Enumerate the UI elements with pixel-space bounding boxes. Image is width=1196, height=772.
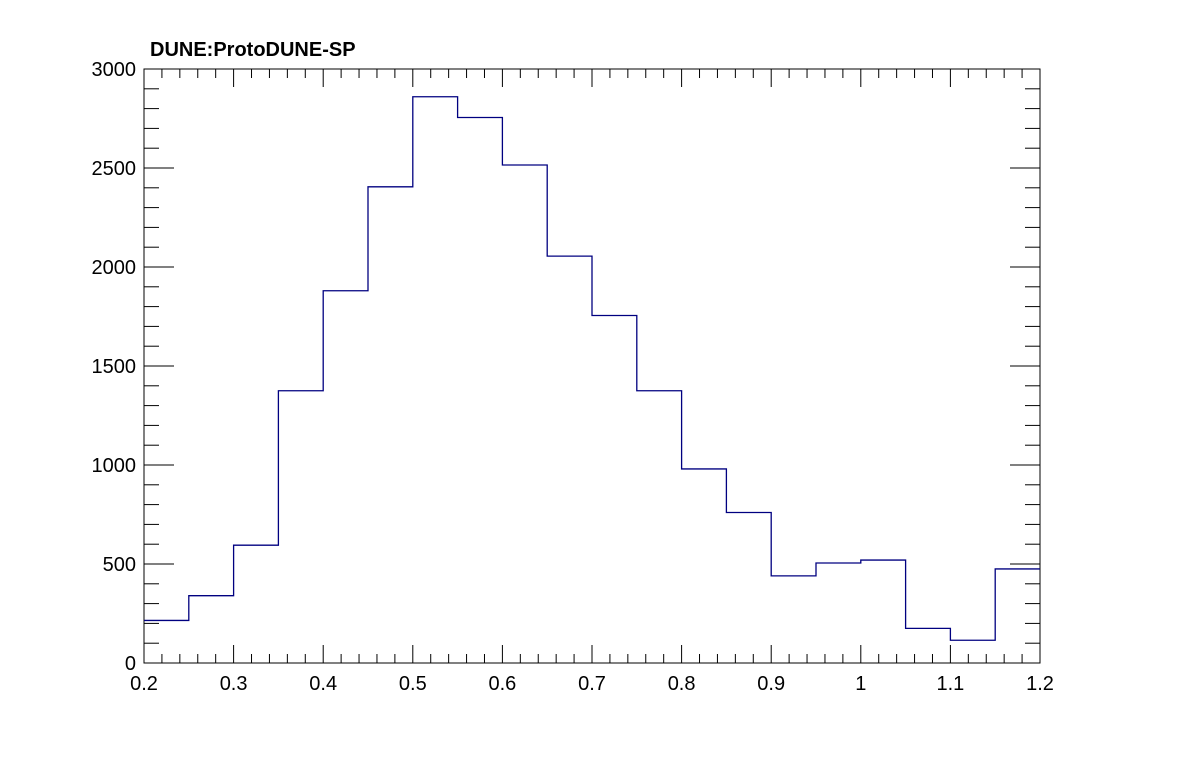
x-tick-label: 0.3 (220, 673, 248, 695)
y-tick-label: 1000 (92, 455, 137, 477)
histogram-bin (368, 187, 413, 663)
histogram-bin (413, 97, 458, 663)
x-tick-label: 0.5 (399, 673, 427, 695)
histogram-bin (234, 545, 279, 663)
y-tick-label: 2000 (92, 257, 137, 279)
chart-title: DUNE:ProtoDUNE-SP (150, 39, 356, 61)
x-tick-label: 0.9 (757, 673, 785, 695)
x-tick-label: 1.2 (1026, 673, 1054, 695)
histogram-bin (682, 469, 727, 663)
x-tick-label: 0.6 (488, 673, 516, 695)
axis-ticks (143, 68, 1041, 664)
histogram-bin (861, 560, 906, 663)
x-tick-label: 0.8 (668, 673, 696, 695)
histogram-outline (144, 96, 1040, 641)
histogram-bin (502, 165, 547, 663)
histogram-bin (995, 569, 1040, 663)
histogram-bin (189, 596, 234, 663)
x-tick-label: 0.2 (130, 673, 158, 695)
y-tick-label: 500 (103, 554, 136, 576)
histogram-bin (323, 291, 368, 663)
histogram-bin (816, 563, 861, 663)
x-tick-label: 0.7 (578, 673, 606, 695)
y-tick-label: 2500 (92, 158, 137, 180)
x-tick-label: 0.4 (309, 673, 337, 695)
x-tick-label: 1 (855, 673, 866, 695)
y-tick-label: 1500 (92, 356, 137, 378)
tick-labels: 0.2 0.3 0.4 0.5 0.6 0.7 0.8 0.9 1 1.1 1.2 0 500 1000 1… (92, 59, 1054, 695)
histogram-bin (144, 620, 189, 663)
y-tick-label: 0 (125, 653, 136, 675)
histogram-bin (726, 513, 771, 663)
histogram-bin (637, 391, 682, 663)
histogram-bin (278, 391, 323, 663)
y-tick-label: 3000 (92, 59, 137, 81)
histogram-bin (592, 316, 637, 663)
histogram-bin (950, 640, 995, 663)
histogram-bin (906, 628, 951, 663)
histogram-bin (547, 256, 592, 663)
x-tick-label: 1.1 (936, 673, 964, 695)
histogram-bin (771, 576, 816, 663)
histogram-bin (458, 118, 503, 663)
